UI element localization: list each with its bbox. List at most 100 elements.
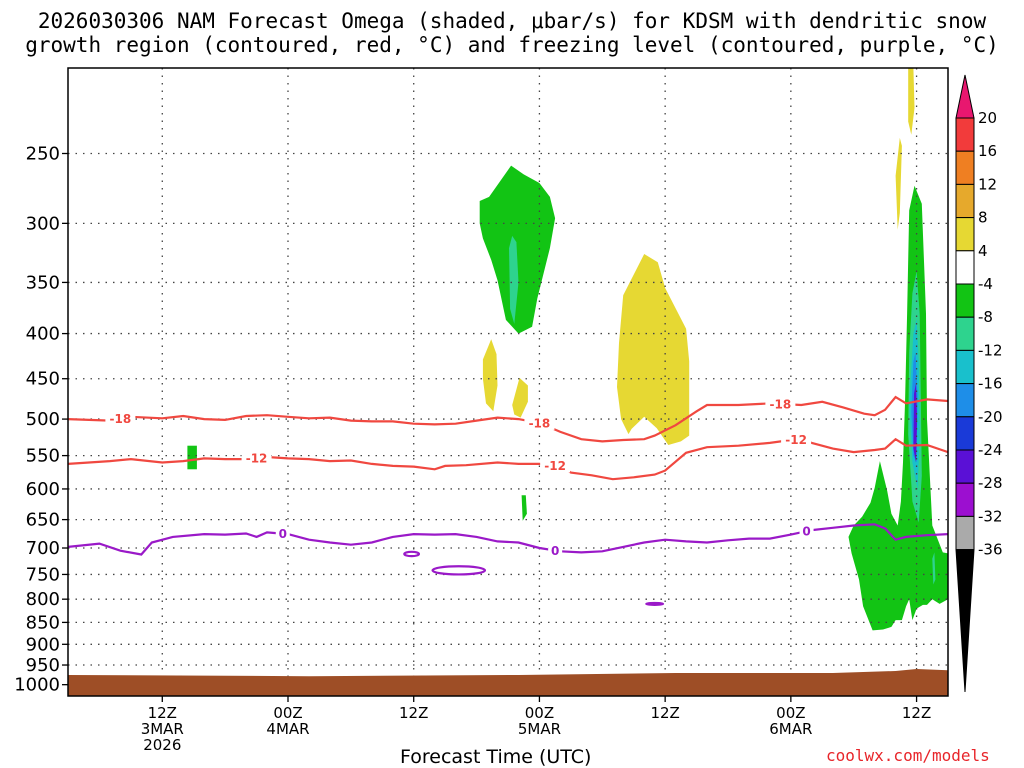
contour-line-dgz-12 (68, 437, 948, 481)
colorbar-label: 4 (978, 242, 988, 260)
contour-label-dgz-18: -18 (770, 397, 792, 411)
omega-region-yellow-top (908, 68, 915, 135)
omega-region-yellow-mid (617, 254, 690, 445)
contour-label-dgz-12: -12 (544, 459, 566, 473)
contour-label-dgz-12: -12 (785, 433, 807, 447)
colorbar-label: -28 (978, 474, 1003, 492)
colorbar-box-11 (955, 449, 975, 484)
colorbar-label: -36 (978, 541, 1003, 559)
colorbar-box-5 (955, 250, 975, 285)
colorbar-label: 12 (978, 175, 997, 193)
colorbar-label: -20 (978, 408, 1003, 426)
ytick-label-550: 550 (26, 446, 60, 467)
colorbar-box-2 (955, 150, 975, 185)
colorbar-box-3 (955, 183, 975, 219)
ytick-label-950: 950 (26, 655, 60, 676)
chart-title-line1: 2026030306 NAM Forecast Omega (shaded, μ… (37, 9, 987, 33)
xtick-label-42-1: 5MAR (518, 720, 561, 738)
omega-region-green-upper (479, 165, 556, 334)
contour-label-bg (765, 396, 796, 411)
contour-label-bg (781, 432, 812, 447)
ytick-label-500: 500 (26, 409, 60, 430)
colorbar-label: -12 (978, 341, 1003, 359)
xtick-label-18-0: 00Z (273, 704, 302, 722)
colorbar-label: -16 (978, 375, 1003, 393)
colorbar-box-8 (955, 349, 975, 385)
x-axis-title: Forecast Time (UTC) (400, 746, 592, 768)
colorbar-bottom-arrow (955, 549, 975, 693)
omega-region-yellow-small1 (482, 339, 498, 412)
xtick-label-18-1: 4MAR (266, 720, 309, 738)
omega-region-teal-right (932, 552, 936, 585)
ytick-label-650: 650 (26, 510, 60, 531)
ytick-label-350: 350 (26, 272, 60, 293)
plot-frame (67, 67, 949, 697)
contour-label-dgz-18: -18 (529, 416, 551, 430)
colorbar-box-4 (955, 217, 975, 252)
xtick-label-6-2: 2026 (143, 736, 181, 754)
credit-link[interactable]: coolwx.com/models (826, 746, 990, 765)
contour-label-freezing-0: 0 (279, 527, 287, 541)
contour-label-freezing-0: 0 (802, 525, 810, 539)
ytick-label-250: 250 (26, 143, 60, 164)
contour-label-bg (548, 543, 563, 558)
ground-layer (68, 669, 948, 696)
contour-label-bg (275, 526, 290, 541)
xtick-label-54-0: 12Z (650, 704, 679, 722)
xtick-label-78-0: 12Z (902, 704, 931, 722)
freezing-island-1 (431, 565, 487, 576)
colorbar-box-10 (955, 416, 975, 451)
ytick-label-750: 750 (26, 564, 60, 585)
omega-region-green-sliver (521, 495, 527, 521)
colorbar-label: -4 (978, 275, 993, 293)
colorbar-box-1 (955, 117, 975, 152)
colorbar: 20 16 12 8 4 -4 -8 -12 -16 -20 -24 -28 -32 -36 (955, 74, 1003, 693)
colorbar-box-7 (955, 316, 975, 351)
ytick-label-400: 400 (26, 324, 60, 345)
ground-fill (68, 669, 948, 696)
xtick-label-6-0: 12Z (148, 704, 177, 722)
colorbar-box-9 (955, 383, 975, 418)
colorbar-box-13 (955, 515, 975, 551)
chart-title-line2: growth region (contoured, red, °C) and f… (25, 33, 999, 57)
xtick-label-30-0: 12Z (399, 704, 428, 722)
ytick-label-850: 850 (26, 612, 60, 633)
omega-region-yellow-thin (895, 137, 902, 230)
colorbar-label: -32 (978, 507, 1003, 525)
freezing-island-2 (645, 601, 665, 606)
contours: -18 -18 -18 -12 -12 -12 0 0 0 (68, 395, 948, 606)
contour-line-dgz-18 (68, 395, 948, 443)
ytick-label-450: 450 (26, 369, 60, 390)
colorbar-label: 20 (978, 109, 997, 127)
omega-region-green-small-left (187, 445, 197, 470)
colorbar-label: 16 (978, 142, 997, 160)
contour-label-bg (105, 411, 136, 426)
contour-label-dgz-12: -12 (246, 452, 268, 466)
omega-region-teal-upper (509, 235, 519, 324)
contour-label-bg (799, 524, 814, 539)
colorbar-label: -24 (978, 441, 1003, 459)
ytick-label-900: 900 (26, 634, 60, 655)
omega-region-yellow-small2 (512, 377, 528, 418)
colorbar-label: -8 (978, 308, 993, 326)
colorbar-label: 8 (978, 209, 988, 227)
contour-label-bg (241, 451, 272, 466)
ytick-label-700: 700 (26, 538, 60, 559)
ytick-label-1000: 1000 (14, 675, 60, 696)
ytick-label-300: 300 (26, 213, 60, 234)
omega-shading (187, 68, 948, 631)
xtick-label-66-0: 00Z (776, 704, 805, 722)
axes: 2503003504004505005506006507007508008509… (14, 67, 949, 754)
ytick-label-800: 800 (26, 589, 60, 610)
contour-label-bg (524, 415, 555, 430)
contour-label-bg (540, 458, 571, 473)
grid-lines (68, 68, 948, 696)
contour-label-dgz-18: -18 (110, 412, 132, 426)
xtick-label-42-0: 00Z (525, 704, 554, 722)
contour-label-freezing-0: 0 (551, 544, 559, 558)
colorbar-box-6 (955, 283, 975, 318)
xtick-label-66-1: 6MAR (769, 720, 812, 738)
colorbar-top-arrow (955, 74, 975, 119)
colorbar-box-12 (955, 482, 975, 517)
